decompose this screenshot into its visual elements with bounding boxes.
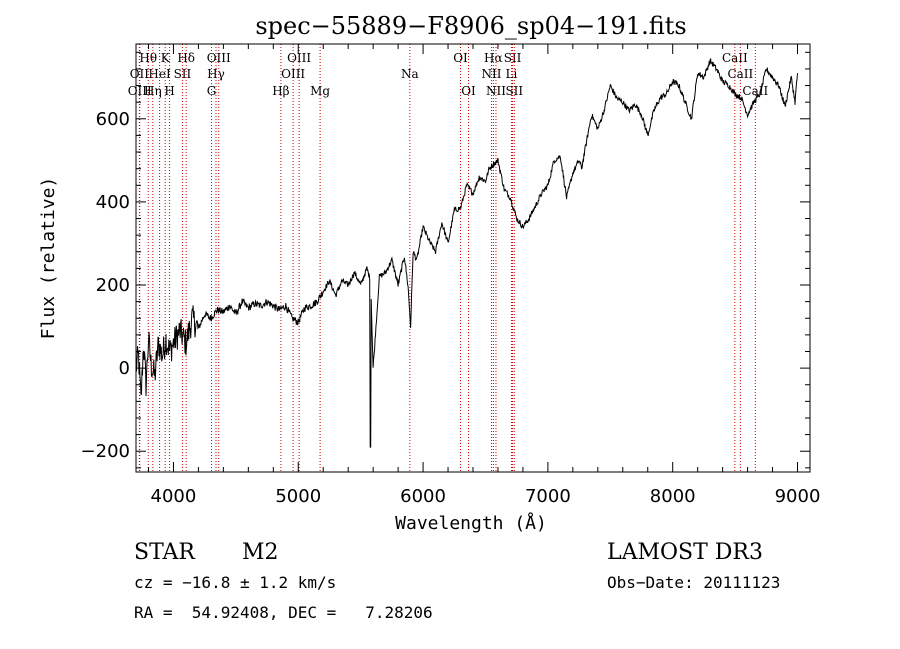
- y-tick-label: 0: [119, 358, 130, 379]
- line-marker-label: OI: [453, 51, 468, 65]
- line-marker-label: Hθ: [139, 51, 157, 65]
- line-marker-label: Hγ: [207, 67, 225, 81]
- x-tick-label: 6000: [400, 486, 446, 507]
- line-marker-label: G: [207, 84, 217, 98]
- line-marker-label: SII: [174, 67, 192, 81]
- redshift-velocity: cz = −16.8 ± 1.2 km/s: [134, 573, 337, 592]
- y-tick-label: −200: [81, 441, 130, 462]
- x-tick-label: 4000: [151, 486, 197, 507]
- line-marker-label: Hδ: [177, 51, 195, 65]
- line-marker-label: Hα: [484, 51, 503, 65]
- x-axis-label: Wavelength (Å): [395, 512, 547, 534]
- coordinates: RA = 54.92408, DEC = 7.28206: [134, 603, 433, 622]
- x-tick-label: 9000: [775, 486, 821, 507]
- line-marker-label: K: [161, 51, 171, 65]
- line-marker-label: NII: [481, 67, 501, 81]
- plot-frame: [135, 43, 811, 473]
- line-marker-label: OI: [461, 84, 476, 98]
- chart-title: spec−55889−F8906_sp04−191.fits: [255, 12, 686, 40]
- line-marker-label: Mg: [310, 84, 330, 98]
- line-marker-label: CaII: [742, 84, 768, 98]
- y-tick-label: 200: [96, 275, 130, 296]
- y-tick-label: 400: [96, 192, 130, 213]
- object-class: STAR: [134, 540, 195, 565]
- line-marker-label: Hη: [144, 84, 162, 98]
- line-marker-label: OIII: [207, 51, 231, 65]
- x-tick-label: 7000: [525, 486, 571, 507]
- line-marker-label: CaII: [727, 67, 753, 81]
- line-marker-label: OIII: [128, 84, 152, 98]
- observation-date: Obs−Date: 20111123: [607, 573, 781, 592]
- survey-name: LAMOST DR3: [607, 540, 763, 565]
- line-marker-label: NII: [486, 84, 506, 98]
- y-tick-label: 600: [96, 109, 130, 130]
- line-marker-label: Hβ: [272, 84, 289, 98]
- line-marker-label: OIII: [281, 67, 305, 81]
- line-marker-label: HeI: [148, 67, 171, 81]
- line-marker-label: Na: [401, 67, 419, 81]
- line-marker-label: SII: [504, 51, 522, 65]
- line-marker-label: SII: [505, 84, 523, 98]
- axis-ticks: 4000 5000 6000 7000 8000 9000 −200 0 200 400 600: [81, 44, 821, 507]
- line-marker-label: OIII: [287, 51, 311, 65]
- y-axis-label: Flux (relative): [38, 177, 59, 340]
- line-marker-label: CaII: [722, 51, 748, 65]
- line-marker-label: Li: [506, 67, 518, 81]
- x-tick-label: 8000: [650, 486, 696, 507]
- spectrum-series-line: [135, 58, 798, 448]
- object-subclass: M2: [242, 540, 279, 565]
- line-marker-label: H: [164, 84, 174, 98]
- x-tick-label: 5000: [275, 486, 321, 507]
